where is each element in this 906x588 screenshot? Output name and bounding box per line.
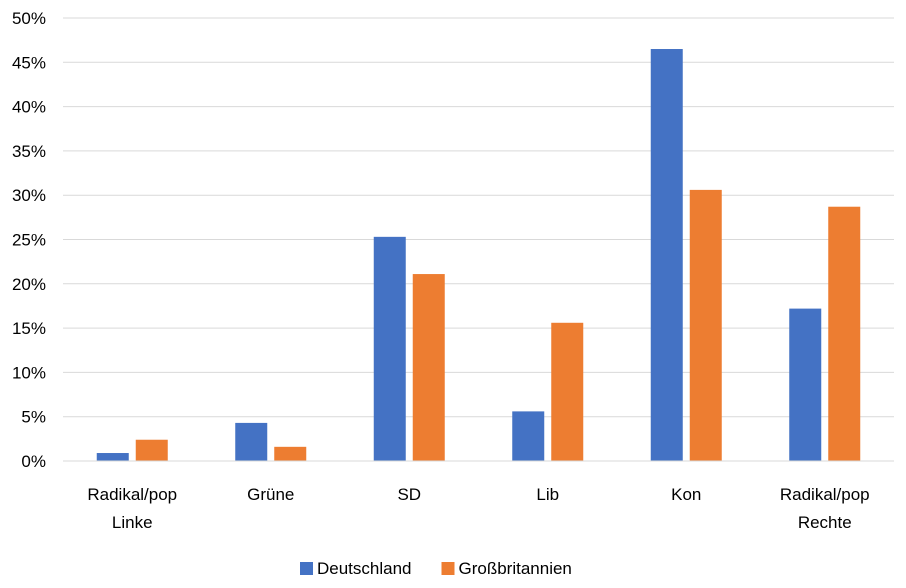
y-tick-label: 0% [21, 452, 46, 471]
bar-großbritannien-4 [690, 190, 722, 461]
bar-großbritannien-3 [551, 323, 583, 461]
legend: Deutschland Großbritannien [300, 559, 572, 578]
x-tick-label: Kon [671, 485, 701, 504]
bar-deutschland-3 [512, 411, 544, 461]
y-tick-label: 20% [12, 275, 46, 294]
legend-swatch-großbritannien [442, 562, 455, 575]
x-tick-label: Radikal/pop [780, 485, 870, 504]
y-axis-tick-labels: 0% 5% 10% 15% 20% 25% 30% 35% 40% 45% 50% [12, 9, 46, 471]
y-tick-label: 10% [12, 363, 46, 382]
legend-label: Großbritannien [459, 559, 572, 578]
x-tick-label: SD [397, 485, 421, 504]
bar-deutschland-5 [789, 309, 821, 461]
x-axis-category-labels: Radikal/pop Linke Grüne SD Lib Kon Radikal/pop… [87, 485, 869, 532]
bar-großbritannien-2 [413, 274, 445, 461]
y-tick-label: 30% [12, 186, 46, 205]
legend-label: Deutschland [317, 559, 412, 578]
y-tick-label: 25% [12, 231, 46, 250]
bar-deutschland-2 [374, 237, 406, 461]
bar-großbritannien-5 [828, 207, 860, 461]
y-tick-label: 45% [12, 53, 46, 72]
bar-deutschland-4 [651, 49, 683, 461]
legend-swatch-deutschland [300, 562, 313, 575]
bars [97, 49, 861, 461]
bar-deutschland-0 [97, 453, 129, 461]
bar-großbritannien-0 [136, 440, 168, 461]
y-tick-label: 5% [21, 408, 46, 427]
y-tick-label: 35% [12, 142, 46, 161]
y-tick-label: 40% [12, 98, 46, 117]
y-tick-label: 15% [12, 319, 46, 338]
gridlines [63, 18, 894, 417]
bar-großbritannien-1 [274, 447, 306, 461]
x-tick-label: Linke [112, 513, 153, 532]
x-tick-label: Lib [536, 485, 559, 504]
x-tick-label: Grüne [247, 485, 294, 504]
bar-deutschland-1 [235, 423, 267, 461]
y-tick-label: 50% [12, 9, 46, 28]
x-tick-label: Rechte [798, 513, 852, 532]
x-tick-label: Radikal/pop [87, 485, 177, 504]
